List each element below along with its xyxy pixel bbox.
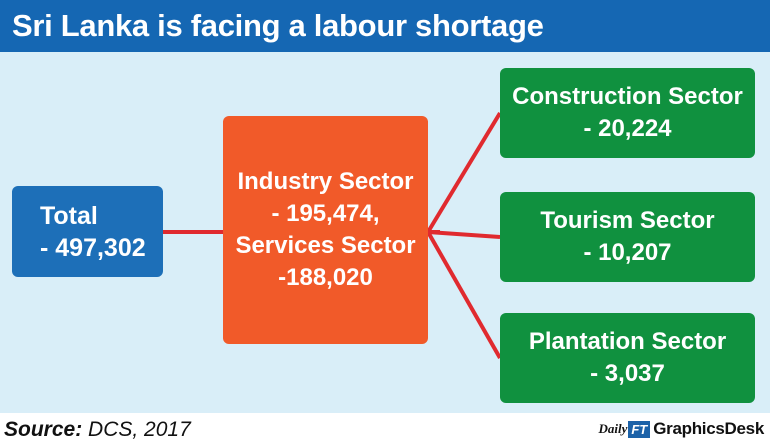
graphics-desk-logo: Daily FT GraphicsDesk <box>598 417 764 441</box>
plantation-label: Plantation Sector <box>528 328 727 355</box>
services-value: -188,020 <box>278 264 373 291</box>
construction-sector-box: Construction Sector - 20,224 <box>500 68 755 158</box>
industry-value: - 195,474, <box>271 200 380 227</box>
services-label: Services Sector <box>235 232 416 259</box>
source-label: Source: <box>4 418 83 441</box>
total-label: Total <box>40 201 98 230</box>
connector-to-construction <box>426 111 502 234</box>
source-text: DCS, 2017 <box>82 418 191 441</box>
tourism-sector-box: Tourism Sector - 10,207 <box>500 192 755 282</box>
tourism-value: - 10,207 <box>583 239 672 266</box>
logo-ft: FT <box>628 420 651 438</box>
industry-services-box: Industry Sector - 195,474, Services Sect… <box>223 116 428 344</box>
total-box: Total - 497,302 <box>12 186 163 277</box>
construction-value: - 20,224 <box>583 115 672 142</box>
total-value: - 497,302 <box>40 233 146 262</box>
logo-daily: Daily <box>598 421 628 436</box>
logo-graphics-desk: GraphicsDesk <box>653 419 764 438</box>
construction-label: Construction Sector <box>512 83 743 110</box>
plantation-value: - 3,037 <box>590 360 665 387</box>
industry-label: Industry Sector <box>237 168 414 195</box>
plantation-sector-box: Plantation Sector - 3,037 <box>500 313 755 403</box>
page-title: Sri Lanka is facing a labour shortage <box>0 0 770 52</box>
tourism-label: Tourism Sector <box>540 207 715 234</box>
connector-to-plantation <box>426 231 502 359</box>
source-note: Source: DCS, 2017 <box>4 418 191 442</box>
connector-to-tourism <box>427 230 501 239</box>
